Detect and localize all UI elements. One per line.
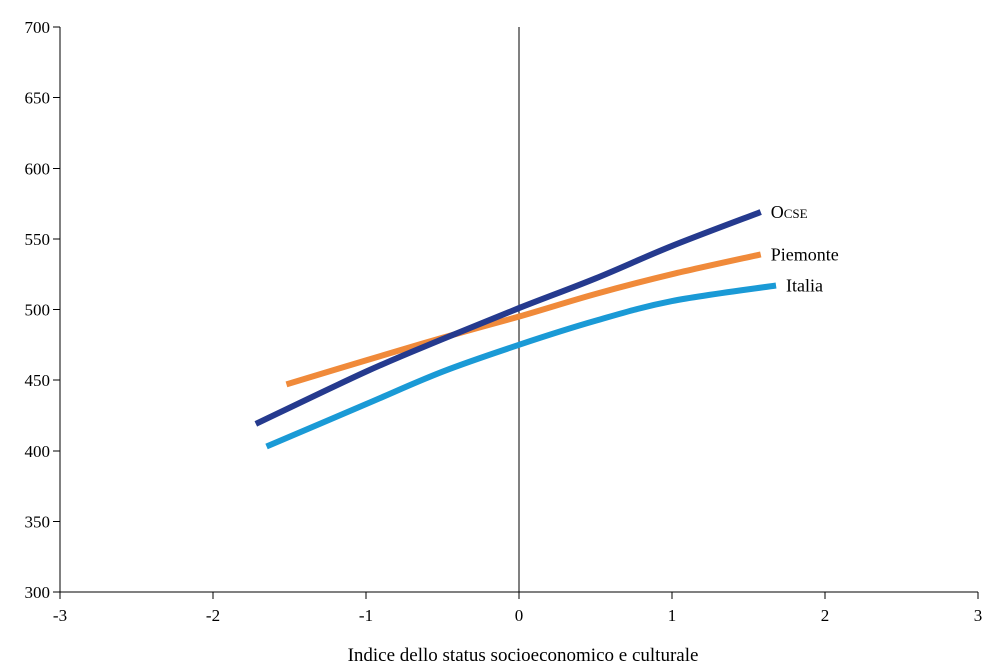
x-tick-label: -1 — [359, 606, 373, 625]
y-tick-label: 400 — [25, 442, 51, 461]
y-tick-label: 300 — [25, 583, 51, 602]
y-tick-label: 600 — [25, 159, 51, 178]
x-tick-label: 3 — [974, 606, 983, 625]
x-ticks: -3 -2 -1 0 1 2 3 — [53, 592, 982, 625]
y-tick-label: 700 — [25, 18, 51, 37]
y-ticks: 300 350 400 450 500 550 600 650 700 — [25, 18, 61, 602]
y-tick-label: 550 — [25, 230, 51, 249]
y-tick-label: 350 — [25, 512, 51, 531]
series-labels: OCSE Piemonte Italia — [771, 202, 839, 295]
y-tick-label: 650 — [25, 89, 51, 108]
x-tick-label: -2 — [206, 606, 220, 625]
x-tick-label: 2 — [821, 606, 830, 625]
series-line-piemonte — [286, 254, 760, 384]
y-tick-label: 450 — [25, 371, 51, 390]
series-label-italia: Italia — [786, 275, 823, 295]
x-axis-title: Indice dello status socioeconomico e cul… — [348, 645, 699, 664]
series-label-ocse: OCSE — [771, 202, 808, 222]
y-tick-label: 500 — [25, 301, 51, 320]
x-tick-label: -3 — [53, 606, 67, 625]
series-label-piemonte: Piemonte — [771, 244, 839, 264]
series-lines — [256, 212, 776, 446]
x-tick-label: 0 — [515, 606, 524, 625]
x-tick-label: 1 — [668, 606, 677, 625]
